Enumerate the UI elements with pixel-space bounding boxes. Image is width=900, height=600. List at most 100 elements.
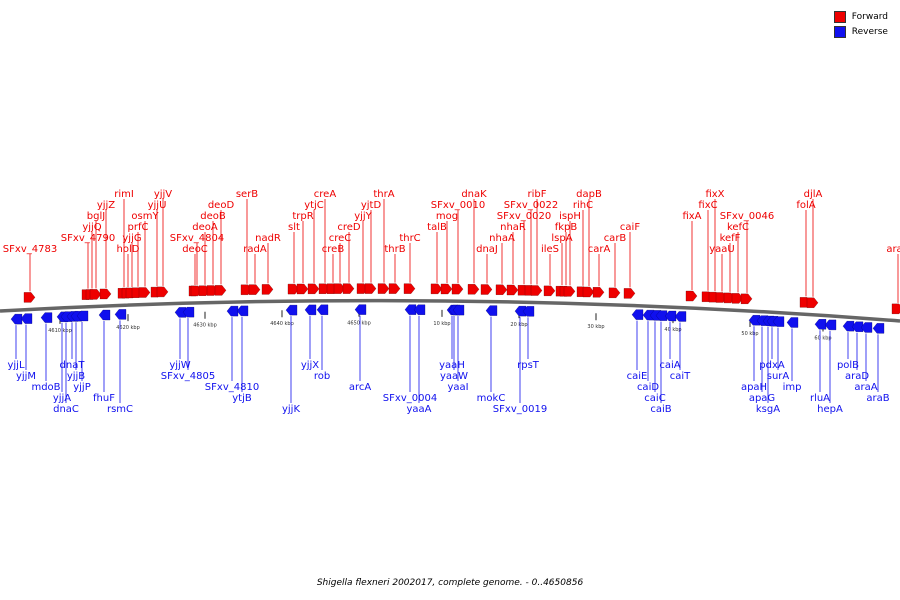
forward-gene-label: nadR <box>255 233 281 244</box>
forward-gene-arrow <box>582 286 595 298</box>
forward-gene-arrow <box>467 284 480 295</box>
reverse-gene-arrow <box>316 304 329 315</box>
reverse-gene-arrow <box>98 309 111 321</box>
forward-gene-label: yaaU <box>709 244 735 255</box>
forward-gene-arrow <box>89 289 102 300</box>
reverse-gene-label: SFxv_0019 <box>493 404 547 415</box>
forward-gene-arrow <box>740 293 753 304</box>
forward-gene-label: yjjU <box>148 200 167 211</box>
forward-gene-arrow <box>156 286 169 298</box>
forward-gene-arrow <box>23 292 36 303</box>
reverse-gene-label: polB <box>837 360 859 371</box>
forward-gene-label: dnaK <box>461 189 487 200</box>
reverse-gene-label: yjjX <box>301 360 319 371</box>
forward-gene-label: radA <box>243 244 267 255</box>
reverse-gene-label: rob <box>314 371 330 382</box>
forward-gene-label: dapB <box>576 189 602 200</box>
forward-gene-label: ytjC <box>304 200 324 211</box>
forward-gene-label: serB <box>236 189 258 200</box>
reverse-gene-arrow <box>40 312 53 323</box>
reverse-gene-label: rsmC <box>107 404 133 415</box>
forward-gene-label: ribF <box>528 189 547 200</box>
forward-gene-label: nhaR <box>500 222 526 233</box>
forward-gene-label: SFxv_0022 <box>504 200 558 211</box>
forward-gene-arrow <box>563 286 576 297</box>
reverse-gene-label: caiT <box>670 371 691 382</box>
reverse-gene-arrow <box>452 304 465 316</box>
reverse-gene-arrow <box>522 306 535 317</box>
reverse-gene-label: SFxv_4805 <box>161 371 215 382</box>
reverse-gene-arrow <box>772 316 785 327</box>
tick-label: 4650 kbp <box>347 321 371 327</box>
reverse-gene-arrow <box>655 310 668 321</box>
legend-forward-label: Forward <box>851 11 888 22</box>
reverse-gene-arrow <box>354 304 367 315</box>
reverse-gene-arrow <box>814 319 827 330</box>
reverse-gene-label: SFxv_4810 <box>205 382 259 393</box>
reverse-gene-arrow <box>824 319 837 331</box>
forward-gene-label: prfC <box>128 222 149 233</box>
forward-gene-arrow <box>430 283 443 295</box>
forward-gene-label: deoA <box>192 222 218 233</box>
tick-label: 4610 kbp <box>48 328 72 334</box>
forward-gene-label: SFxv_4804 <box>170 233 224 244</box>
forward-gene-arrow <box>623 288 636 299</box>
forward-gene-arrow <box>891 303 900 314</box>
reverse-gene-arrow <box>226 305 239 317</box>
forward-gene-arrow <box>806 297 819 308</box>
legend-forward: Forward <box>833 9 888 24</box>
reverse-gene-label: yaaA <box>406 404 431 415</box>
reverse-gene-label: yjjA <box>53 393 71 404</box>
forward-gene-arrow <box>248 284 261 295</box>
forward-gene-arrow <box>592 287 605 298</box>
reverse-gene-arrow <box>413 304 426 315</box>
legend-reverse: Reverse <box>833 24 888 39</box>
reverse-gene-label: araD <box>845 371 869 382</box>
forward-gene-label: thrC <box>399 233 420 244</box>
forward-gene-label: creB <box>322 244 345 255</box>
forward-gene-label: holD <box>117 244 140 255</box>
forward-gene-label: kefF <box>720 233 741 244</box>
forward-gene-label: SFxv_4790 <box>61 233 115 244</box>
forward-gene-label: talB <box>427 222 447 233</box>
reverse-gene-arrow <box>10 313 23 325</box>
tick-label: 40 kbp <box>664 327 681 333</box>
forward-gene-label: fkpB <box>555 222 578 233</box>
forward-gene-label: dnaJ <box>476 244 498 255</box>
reverse-gene-label: yaaH <box>439 360 465 371</box>
reverse-gene-arrow <box>485 305 498 316</box>
reverse-gene-label: rpsT <box>517 360 540 371</box>
forward-gene-arrow <box>296 283 309 295</box>
forward-gene-label: SFxv_0046 <box>720 211 774 222</box>
legend: Forward Reverse <box>833 9 888 39</box>
reverse-gene-arrow <box>76 310 89 322</box>
forward-gene-label: trpR <box>292 211 313 222</box>
reverse-gene-label: ytjB <box>232 393 252 404</box>
forward-gene-label: thrB <box>384 244 405 255</box>
reverse-gene-label: SFxv_0004 <box>383 393 437 404</box>
tick-label: 20 kbp <box>510 322 527 328</box>
reverse-gene-label: dnaC <box>53 404 79 415</box>
forward-gene-label: araC <box>886 244 900 255</box>
forward-gene-label: SFxv_0010 <box>431 200 485 211</box>
forward-gene-label: mog <box>436 211 458 222</box>
forward-gene-arrow <box>403 283 416 294</box>
reverse-gene-label: caiA <box>659 360 680 371</box>
forward-gene-label: creA <box>314 189 337 200</box>
forward-gene-arrow <box>214 285 227 296</box>
reverse-gene-label: dnaT <box>60 360 86 371</box>
forward-gene-arrow <box>364 283 377 294</box>
forward-gene-label: nhaA <box>489 233 515 244</box>
forward-gene-label: deoB <box>200 211 226 222</box>
reverse-gene-label: apaG <box>749 393 775 404</box>
tick-label: 4640 kbp <box>270 321 294 327</box>
forward-gene-label: yjjZ <box>97 200 115 211</box>
reverse-gene-label: fhuF <box>93 393 115 404</box>
tick-label: 60 kbp <box>814 335 831 341</box>
forward-strand-genes: SFxv_4783SFxv_4790yjjQbglJyjjZrimIholDyj… <box>3 189 900 314</box>
forward-gene-label: deoC <box>182 244 208 255</box>
tick-marks: 4610 kbp 4620 kbp 4630 kbp 4640 kbp 4650 kbp… <box>48 309 832 341</box>
reverse-gene-label: yjjP <box>73 382 91 393</box>
reverse-gene-label: yjjL <box>7 360 24 371</box>
